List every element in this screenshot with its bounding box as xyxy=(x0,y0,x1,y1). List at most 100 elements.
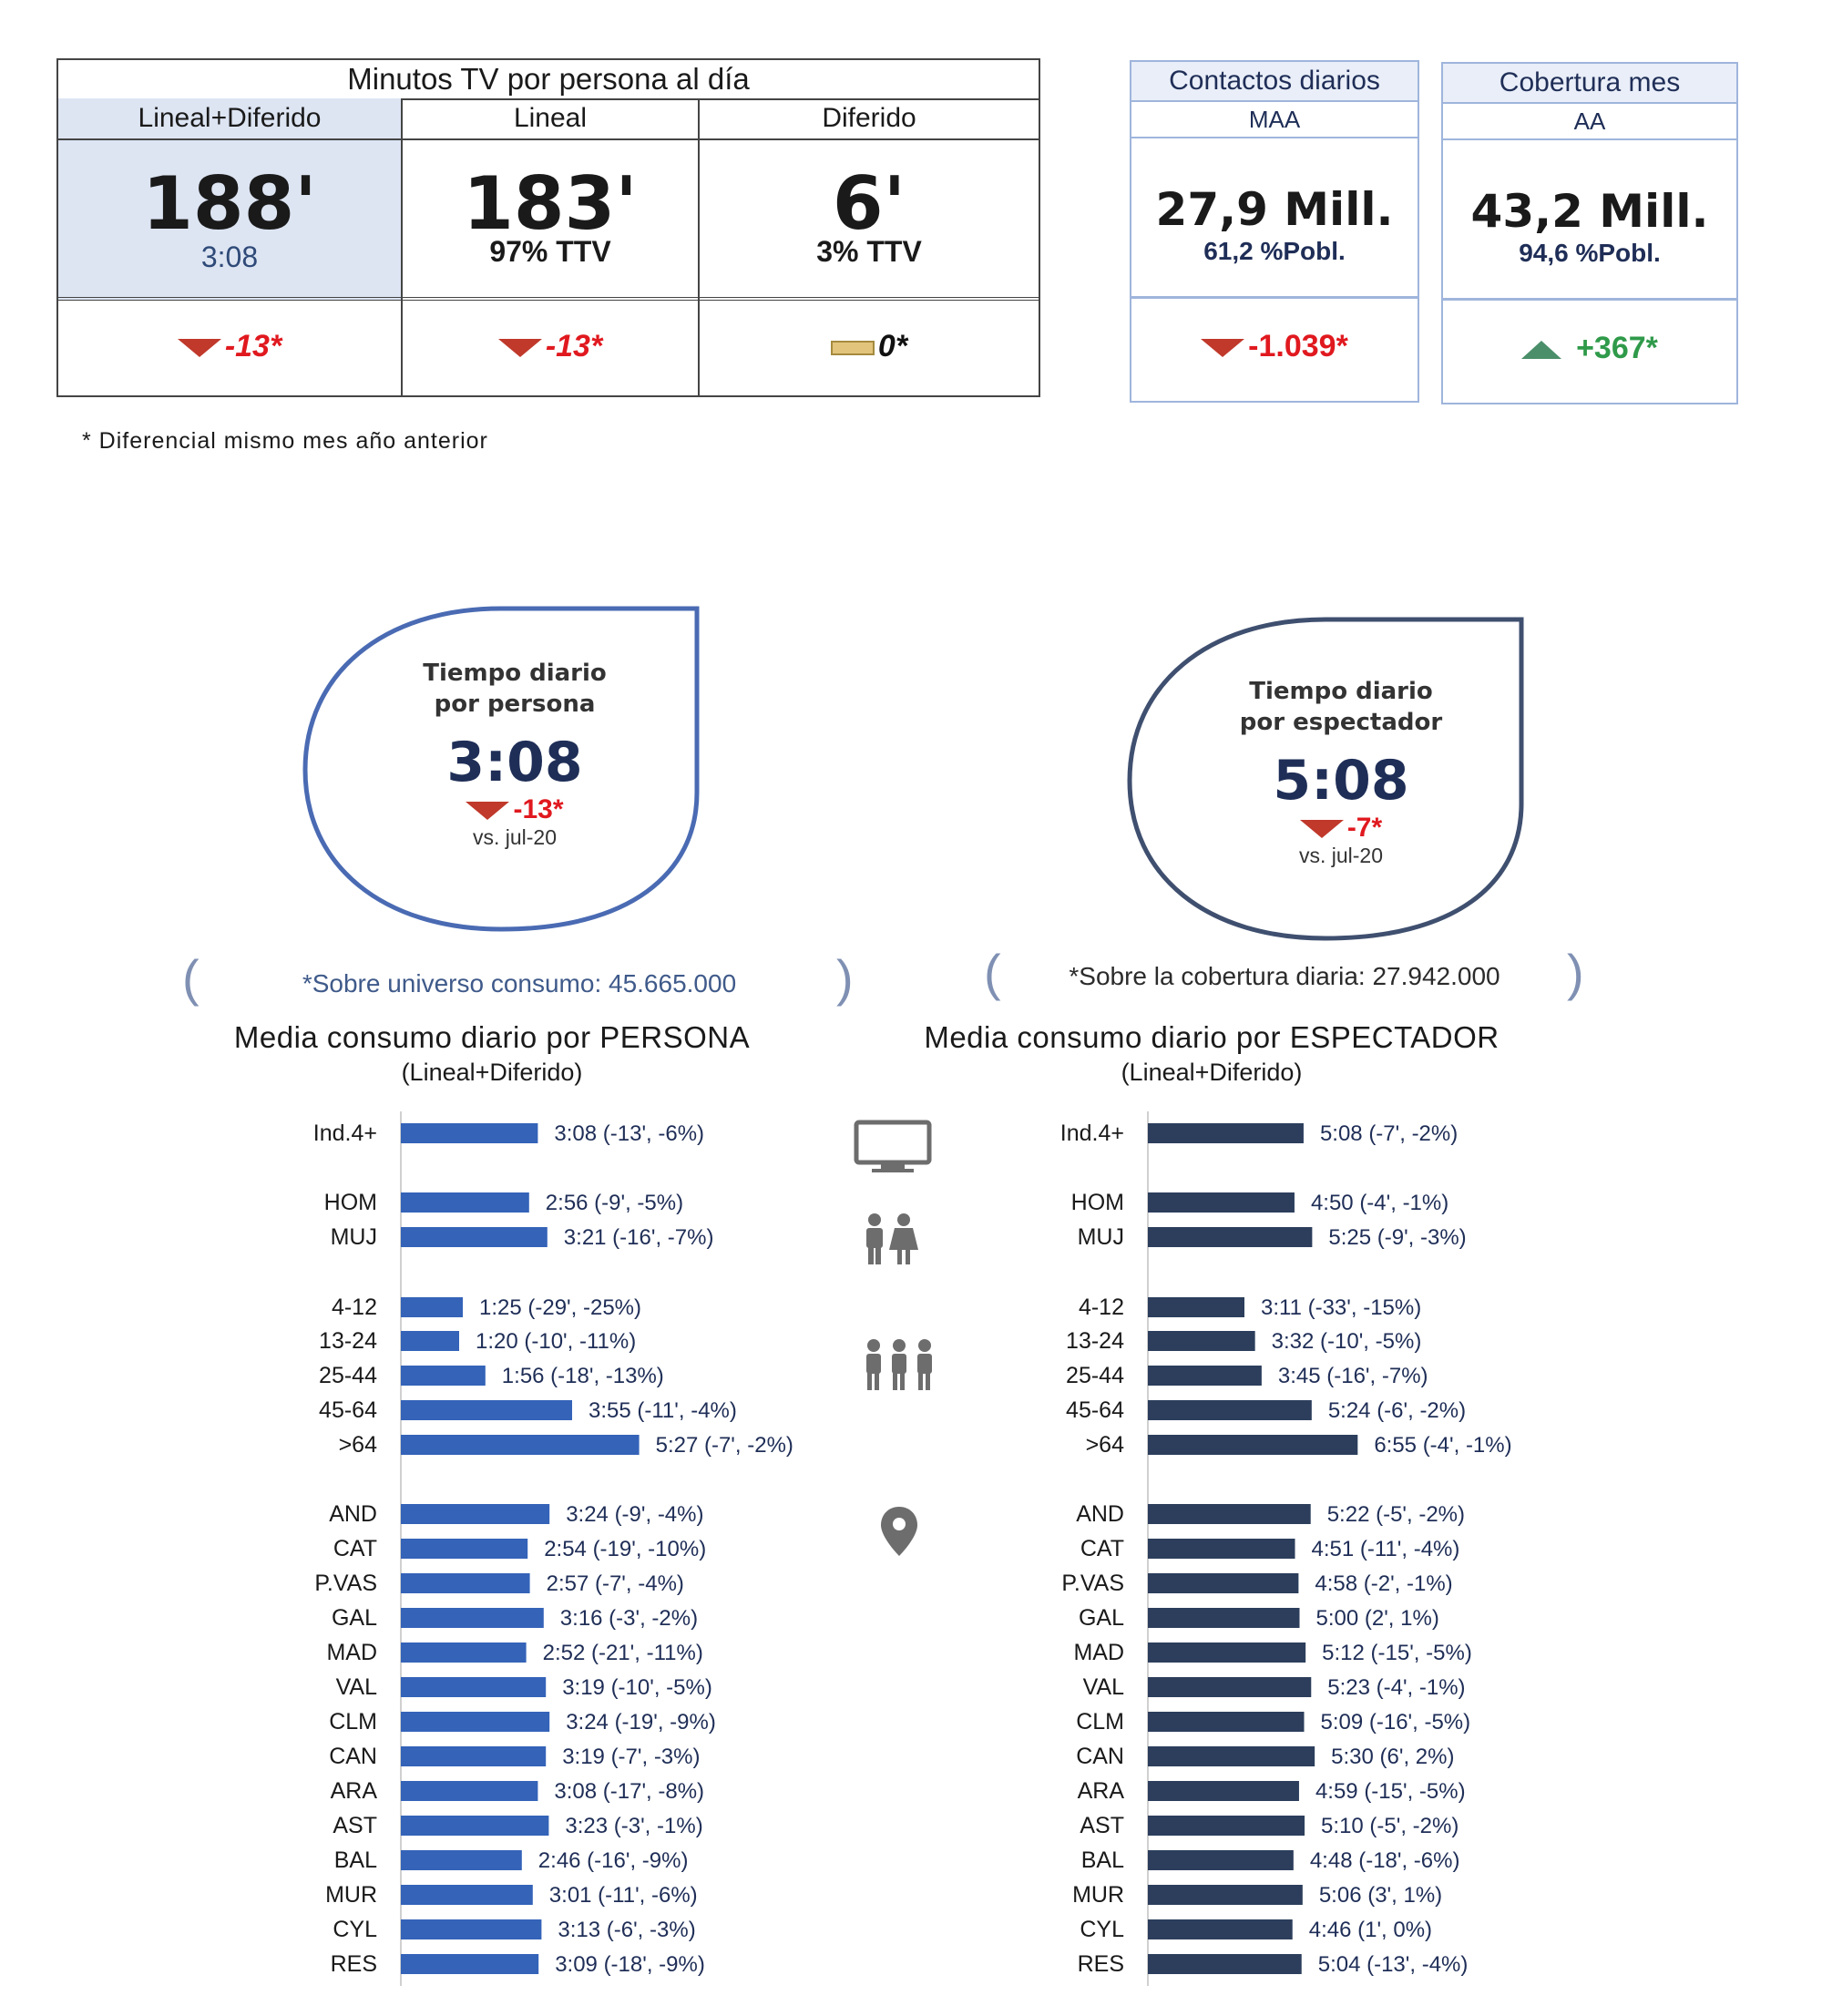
value-label: 2:54 (-19', -10%) xyxy=(544,1537,706,1561)
value-label: 2:57 (-7', -4%) xyxy=(547,1571,684,1596)
category-label: VAL xyxy=(1083,1674,1124,1700)
bar-chart-persona: Ind.4+ 3:08 (-13', -6%) HOM 2:56 (-9', -5%)… xyxy=(313,1111,793,1986)
value-label: 3:09 (-18', -9%) xyxy=(555,1952,705,1977)
bar xyxy=(1148,1297,1245,1317)
drop-vs: vs. jul-20 xyxy=(1298,844,1384,867)
chart-title-persona: Media consumo diario por PERSONA xyxy=(233,1020,751,1054)
category-label: 45-64 xyxy=(319,1397,377,1423)
value-label: 3:19 (-10', -5%) xyxy=(562,1675,712,1700)
category-label: AND xyxy=(329,1501,377,1527)
value-label: 5:25 (-9', -3%) xyxy=(1328,1225,1466,1250)
value-label: 4:46 (1', 0%) xyxy=(1309,1918,1432,1942)
value-label: 1:56 (-18', -13%) xyxy=(502,1364,664,1388)
bar xyxy=(401,1297,463,1317)
bar xyxy=(401,1746,547,1766)
bar xyxy=(1148,1919,1293,1939)
category-label: Ind.4+ xyxy=(1060,1121,1124,1146)
category-label: MUJ xyxy=(1078,1224,1124,1250)
category-label: CYL xyxy=(1080,1917,1124,1942)
value-label: 2:52 (-21', -11%) xyxy=(543,1641,703,1665)
col-lineal: Lineal 183' 97% TTV -13* xyxy=(403,98,700,395)
bar xyxy=(401,1123,538,1143)
bar xyxy=(401,1539,528,1559)
bracket-right-icon: ) xyxy=(1567,944,1584,1001)
value-label: 6:55 (-4', -1%) xyxy=(1374,1433,1511,1458)
value-label: 4:50 (-4', -1%) xyxy=(1311,1191,1448,1215)
bar xyxy=(1148,1539,1295,1559)
bar xyxy=(401,1608,544,1628)
bar xyxy=(1148,1435,1358,1455)
value-label: 3:45 (-16', -7%) xyxy=(1278,1364,1428,1388)
category-label: RES xyxy=(331,1951,377,1977)
bar xyxy=(1148,1677,1312,1697)
bar xyxy=(1148,1192,1295,1213)
category-label: ARA xyxy=(331,1778,378,1804)
value-label: 3:08 (-13', -6%) xyxy=(554,1121,704,1146)
category-label: >64 xyxy=(339,1432,378,1458)
drop-label: por persona xyxy=(434,691,596,718)
bar xyxy=(401,1331,459,1351)
drop-persona: Tiempo diario por persona 3:08 -13* vs. … xyxy=(355,658,674,850)
value-label: 5:24 (-6', -2%) xyxy=(1328,1398,1466,1423)
coverage-note: *Sobre la cobertura diaria: 27.942.000 xyxy=(1069,962,1500,990)
category-label: CAN xyxy=(329,1744,377,1769)
category-label: ARA xyxy=(1078,1778,1125,1804)
value-label: 3:13 (-6', -3%) xyxy=(558,1918,695,1942)
category-label: CAT xyxy=(333,1536,377,1561)
drop-shape-espectador xyxy=(1127,617,1524,941)
category-label: AST xyxy=(1080,1813,1124,1838)
category-label: CAT xyxy=(1080,1536,1124,1561)
category-label: 45-64 xyxy=(1066,1397,1124,1423)
value-label: 5:06 (3', 1%) xyxy=(1319,1883,1442,1908)
category-label: 4-12 xyxy=(332,1295,377,1320)
bracket-left-icon: ( xyxy=(984,944,1001,1001)
card-title: Cobertura mes xyxy=(1443,64,1736,104)
value-label: 5:09 (-16', -5%) xyxy=(1320,1710,1470,1735)
bar xyxy=(1148,1850,1294,1870)
bar xyxy=(1148,1781,1299,1801)
bar xyxy=(401,1677,547,1697)
value-label: 3:32 (-10', -5%) xyxy=(1272,1329,1422,1354)
value-label: 3:01 (-11', -6%) xyxy=(549,1883,698,1908)
bar xyxy=(401,1850,522,1870)
category-label: CLM xyxy=(1076,1709,1124,1735)
down-triangle-icon xyxy=(497,339,542,358)
category-label: MAD xyxy=(326,1640,377,1665)
bar xyxy=(1148,1885,1303,1905)
col-variation: -13* xyxy=(58,301,401,392)
col-variation: 0* xyxy=(700,301,1039,392)
card-variation: -1.039* xyxy=(1131,299,1418,394)
category-label: RES xyxy=(1078,1951,1124,1977)
category-label: HOM xyxy=(324,1190,377,1215)
table-title: Minutos TV por persona al día xyxy=(58,60,1039,100)
bar xyxy=(401,1712,550,1732)
bar xyxy=(1148,1400,1312,1420)
bar xyxy=(401,1954,539,1974)
bar xyxy=(1148,1227,1313,1247)
category-label: BAL xyxy=(334,1847,377,1873)
col-lineal-diferido: Lineal+Diferido 188' 3:08 -13* xyxy=(58,98,403,395)
bar xyxy=(401,1227,548,1247)
category-label: AST xyxy=(333,1813,377,1838)
tv-icon xyxy=(854,1120,932,1172)
bar xyxy=(401,1816,549,1836)
category-label: CAN xyxy=(1076,1744,1124,1769)
bar xyxy=(1148,1504,1311,1524)
value-label: 5:10 (-5', -2%) xyxy=(1321,1814,1459,1838)
bar xyxy=(401,1192,529,1213)
col-value: 6' xyxy=(832,161,906,246)
value-label: 2:46 (-16', -9%) xyxy=(538,1848,689,1873)
value-label: 3:11 (-33', -15%) xyxy=(1261,1295,1421,1320)
category-label: BAL xyxy=(1081,1847,1124,1873)
value-label: 3:08 (-17', -8%) xyxy=(554,1779,704,1804)
value-label: 1:25 (-29', -25%) xyxy=(479,1295,641,1320)
col-sub: 3:08 xyxy=(200,240,259,273)
col-variation: -13* xyxy=(403,301,698,392)
category-label: VAL xyxy=(336,1674,377,1700)
location-pin-icon xyxy=(881,1507,917,1556)
down-triangle-icon xyxy=(1201,339,1245,358)
tv-minutes-table: Minutos TV por persona al día Lineal+Dif… xyxy=(56,58,1040,397)
value-label: 5:27 (-7', -2%) xyxy=(656,1433,793,1458)
category-label: CYL xyxy=(333,1917,377,1942)
value-label: 3:24 (-19', -9%) xyxy=(566,1710,716,1735)
